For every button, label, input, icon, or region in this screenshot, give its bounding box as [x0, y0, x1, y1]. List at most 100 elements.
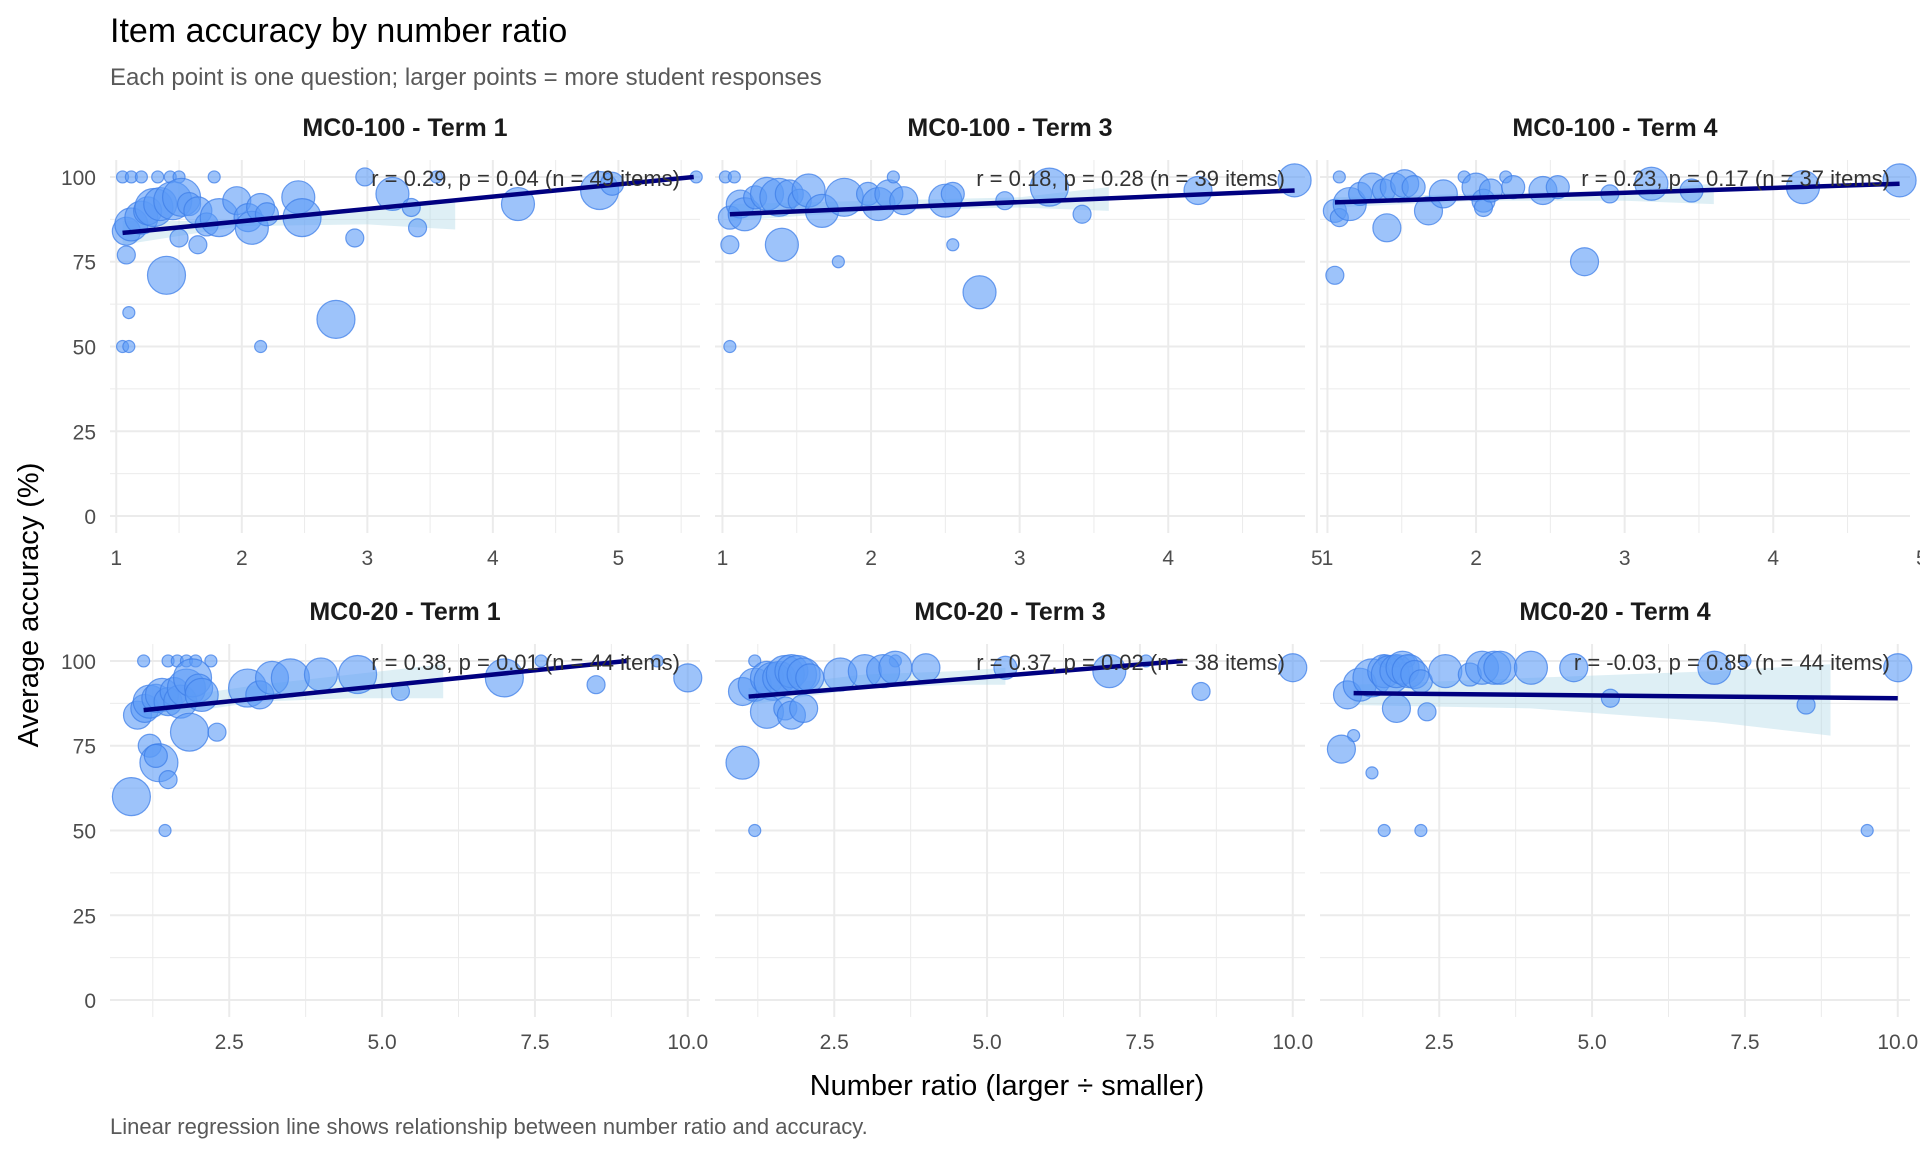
data-point: [345, 228, 365, 248]
data-point: [1513, 650, 1549, 685]
data-point: [1372, 213, 1402, 243]
x-tick-label: 3: [361, 547, 373, 570]
data-point: [254, 339, 268, 354]
x-tick-label: 4: [1162, 547, 1174, 570]
x-tick-label: 7.5: [1730, 1031, 1759, 1054]
regression-line: [122, 174, 694, 236]
facet-panel: MC0-100 - Term 3 1 2 3 4 5 r = 0.18, p = 0.28 …: [715, 114, 1323, 570]
data-point: [407, 218, 428, 238]
data-point: [1883, 653, 1913, 683]
data-point: [207, 170, 221, 184]
data-point: [429, 170, 443, 184]
data-point: [1278, 653, 1308, 683]
y-tick-label: 25: [73, 905, 96, 928]
data-point: [962, 275, 997, 310]
data-point: [484, 658, 524, 698]
data-point: [355, 167, 375, 187]
data-point: [169, 712, 210, 752]
x-tick-label: 3: [1014, 547, 1026, 570]
data-point: [831, 255, 845, 269]
x-tick-label: 7.5: [1125, 1031, 1154, 1054]
data-point: [789, 693, 819, 724]
facet-title: MC0-20 - Term 1: [309, 598, 500, 626]
data-point: [1860, 823, 1874, 838]
facet-title: MC0-20 - Term 3: [914, 598, 1105, 626]
x-tick-label: 7.5: [520, 1031, 549, 1054]
data-point: [1277, 163, 1312, 198]
facet-title: MC0-100 - Term 3: [907, 114, 1112, 142]
regression-line: [1353, 690, 1898, 701]
chart-subtitle: Each point is one question; larger point…: [110, 64, 822, 91]
data-point: [270, 658, 310, 698]
x-tick-label: 1: [717, 547, 729, 570]
data-point: [946, 238, 960, 252]
data-point: [1697, 650, 1732, 685]
data-point: [116, 245, 136, 265]
data-point: [650, 654, 664, 668]
stats-annotation: r = 0.38, p = 0.01 (n = 44 items): [371, 650, 680, 675]
x-tick-label: 4: [1767, 547, 1779, 570]
stats-annotation: r = -0.03, p = 0.85 (n = 44 items): [1574, 650, 1890, 675]
x-tick-label: 2.5: [1425, 1031, 1454, 1054]
y-tick-label: 75: [73, 252, 96, 275]
x-tick-label: 2.5: [215, 1031, 244, 1054]
data-point: [134, 170, 148, 184]
data-point: [889, 186, 919, 216]
regression-line: [1334, 181, 1900, 205]
data-point: [111, 776, 151, 817]
stats-annotation: r = 0.37, p = 0.02 (n = 38 items): [976, 650, 1285, 675]
facet-panel: MC0-100 - Term 4 1 2 3 4 5 r = 0.23, p = 0.17 …: [1320, 114, 1920, 570]
x-tick-label: 5.0: [367, 1031, 396, 1054]
data-point: [723, 339, 737, 354]
data-point: [1600, 688, 1621, 708]
data-point: [1738, 654, 1752, 668]
data-point: [720, 235, 740, 255]
y-tick-label: 50: [73, 337, 96, 360]
data-point: [137, 654, 151, 668]
data-point: [188, 235, 208, 255]
x-tick-label: 2: [865, 547, 877, 570]
stats-annotation: r = 0.23, p = 0.17 (n = 37 items): [1581, 166, 1890, 191]
regression-line: [729, 188, 1295, 217]
x-tick-label: 5.0: [972, 1031, 1001, 1054]
y-tick-label: 0: [84, 990, 96, 1013]
facet-title: MC0-100 - Term 4: [1512, 114, 1717, 142]
stats-annotation: r = 0.29, p = 0.04 (n = 49 items): [371, 166, 680, 191]
data-point: [727, 170, 741, 184]
data-point: [151, 170, 165, 184]
data-point: [254, 202, 280, 227]
facet-panel: MC0-20 - Term 1 0 25 50 75 100 2.5 5.0 7.5 10.0 r …: [61, 598, 708, 1054]
y-tick-label: 75: [73, 736, 96, 759]
x-tick-label: 5: [1311, 547, 1323, 570]
data-point: [886, 170, 900, 184]
data-point: [1092, 654, 1127, 689]
data-point: [143, 743, 168, 769]
data-point: [1428, 654, 1463, 689]
regression-line: [748, 658, 1183, 699]
data-point: [911, 653, 941, 683]
stats-annotation: r = 0.18, p = 0.28 (n = 39 items): [976, 166, 1285, 191]
y-tick-label: 50: [73, 821, 96, 844]
data-point: [795, 663, 825, 693]
data-point: [1377, 823, 1391, 838]
data-point: [303, 657, 339, 692]
data-point: [122, 305, 136, 320]
y-tick-label: 25: [73, 421, 96, 444]
data-point: [1483, 650, 1518, 685]
data-point: [1325, 265, 1345, 285]
data-point: [586, 675, 606, 695]
y-axis-label: Average accuracy (%): [13, 463, 45, 748]
data-point: [1882, 163, 1917, 198]
x-tick-label: 4: [487, 547, 499, 570]
data-point: [764, 227, 799, 262]
x-tick-label: 5: [613, 547, 625, 570]
data-point: [122, 339, 136, 354]
x-tick-label: 10.0: [1877, 1031, 1918, 1054]
data-point: [158, 770, 178, 790]
chart-caption: Linear regression line shows relationshi…: [110, 1114, 868, 1139]
facet-title: MC0-20 - Term 4: [1519, 598, 1710, 626]
data-point: [534, 654, 548, 668]
data-point: [1569, 247, 1600, 277]
data-point: [1381, 693, 1412, 724]
